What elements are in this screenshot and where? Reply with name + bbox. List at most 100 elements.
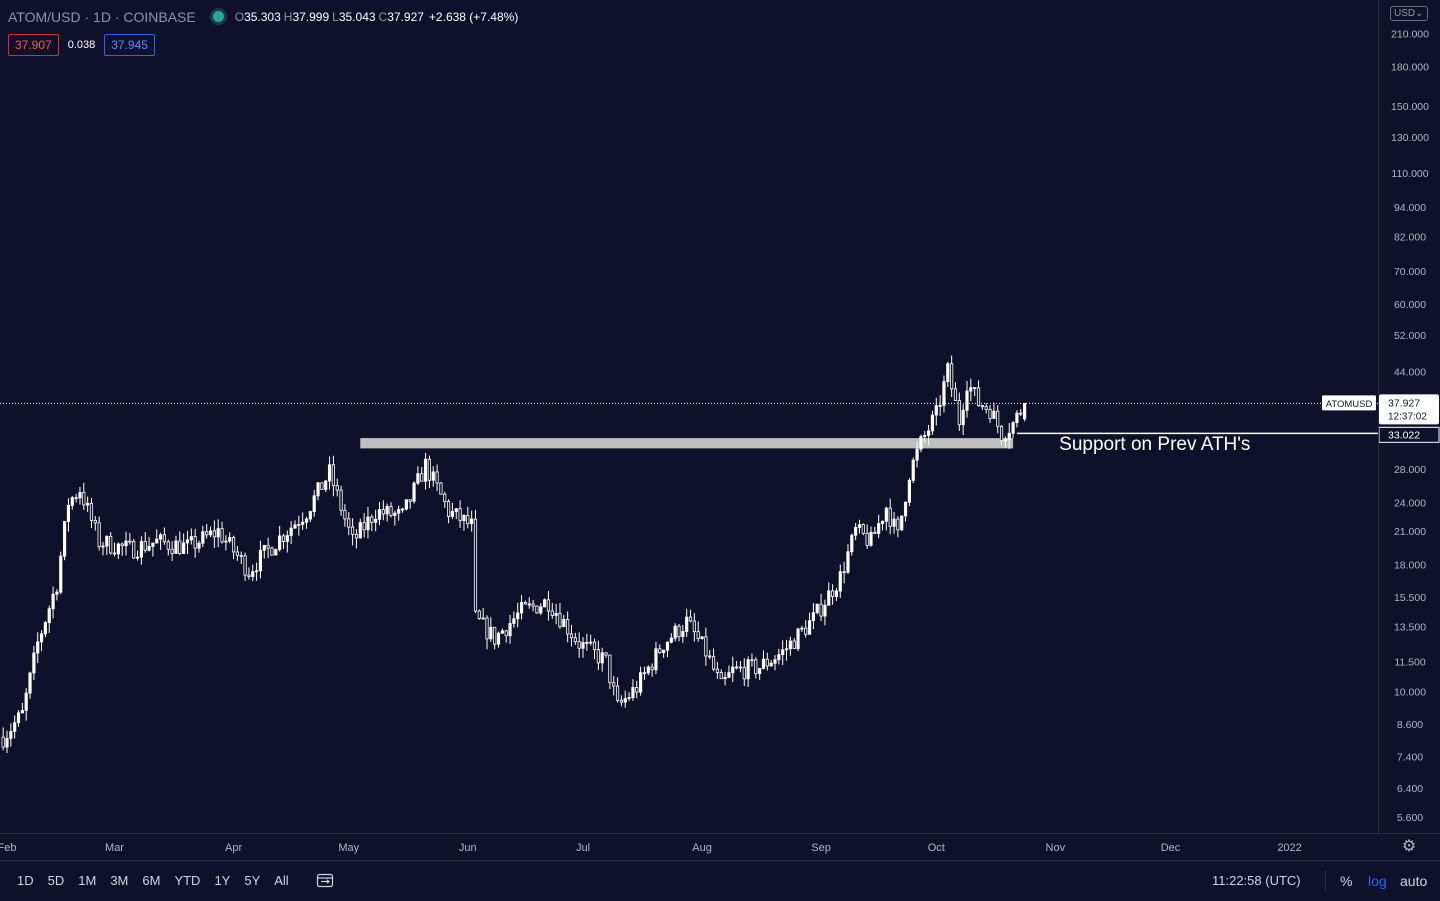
candle — [385, 503, 389, 522]
candle-down — [754, 659, 758, 675]
time-axis-svg[interactable]: Feb Mar Apr May Jun Jul Aug Sep Oct Nov Dec 2022 — [0, 834, 1378, 860]
candle-up — [216, 528, 220, 538]
candle-up — [5, 737, 9, 748]
candle-up — [297, 523, 301, 526]
candle-down — [420, 473, 424, 482]
candle — [892, 511, 896, 534]
candle-up — [182, 542, 186, 554]
candle — [988, 405, 992, 423]
symbol-tag: ATOMUSD — [1326, 399, 1373, 410]
time-tick-label: Jul — [576, 842, 590, 854]
candle — [854, 522, 858, 541]
percent-toggle[interactable]: % — [1340, 873, 1353, 889]
chart-pane[interactable]: Support on Prev ATH's ATOMUSD ATOM/USD · … — [0, 0, 1378, 833]
candle-up — [397, 509, 401, 514]
buy-button[interactable]: 37.945 — [104, 34, 155, 56]
candle-up — [208, 530, 213, 536]
period-all[interactable]: All — [274, 873, 289, 888]
price-tick-label: 13.500 — [1394, 622, 1426, 634]
auto-toggle[interactable]: auto — [1400, 873, 1428, 889]
price-axis-svg[interactable]: 210.000 180.000 150.000 130.000 110.000 94.00… — [1378, 0, 1440, 833]
candlestick-chart[interactable]: Support on Prev ATH's ATOMUSD — [0, 0, 1378, 833]
period-3m[interactable]: 3M — [110, 873, 129, 888]
candle — [159, 532, 163, 550]
symbol-tag-bg — [1322, 395, 1376, 411]
period-1y[interactable]: 1Y — [214, 873, 231, 888]
candle-up — [850, 534, 854, 553]
candle — [393, 510, 397, 526]
candle — [101, 541, 105, 556]
candle — [669, 633, 673, 644]
price-tick-label: 70.000 — [1394, 266, 1426, 278]
candle-up — [800, 627, 804, 630]
symbol-legend: ATOM/USD · 1D · COINBASE O 35.303 H 37.999… — [8, 8, 518, 25]
candle-down — [715, 668, 719, 673]
utc-clock[interactable]: 11:22:58 (UTC) — [1212, 873, 1301, 888]
candle-up — [489, 626, 493, 640]
candle-up — [539, 606, 543, 614]
period-5y[interactable]: 5Y — [244, 873, 261, 888]
gear-icon[interactable]: ⚙ — [1401, 838, 1417, 855]
period-5d[interactable]: 5D — [47, 873, 65, 888]
candle-down — [339, 489, 343, 511]
candle — [13, 715, 17, 739]
sell-button[interactable]: 37.907 — [8, 34, 59, 56]
period-1d[interactable]: 1D — [17, 873, 34, 888]
candle-down — [608, 654, 612, 684]
candle-up — [665, 641, 670, 651]
last-price-box — [1379, 394, 1439, 425]
candle-down — [558, 613, 562, 628]
candle-down — [842, 571, 846, 574]
price-tick-label: 10.000 — [1394, 687, 1426, 699]
candle — [692, 613, 696, 642]
candle — [650, 663, 654, 677]
candle — [946, 361, 950, 387]
candle-up — [915, 448, 919, 461]
candle-up — [519, 602, 524, 614]
chevron-down-icon: ⌄ — [1415, 8, 1424, 19]
candle-down — [596, 649, 600, 664]
period-ytd[interactable]: YTD — [174, 873, 201, 888]
period-6m[interactable]: 6M — [142, 873, 161, 888]
time-tick-label: Oct — [928, 842, 945, 854]
candle — [566, 611, 570, 643]
candle — [70, 495, 74, 510]
candle — [973, 387, 977, 397]
candle — [504, 629, 508, 643]
candle — [900, 515, 904, 532]
candle — [116, 542, 120, 559]
log-toggle[interactable]: log — [1368, 873, 1387, 889]
candle-down — [738, 666, 743, 669]
period-1m[interactable]: 1M — [78, 873, 97, 888]
candle — [32, 645, 36, 681]
candle — [423, 452, 428, 490]
symbol-title[interactable]: ATOM/USD · 1D · COINBASE — [8, 8, 196, 25]
candle-down — [566, 619, 570, 635]
candle — [470, 510, 474, 532]
date-range-icon[interactable] — [316, 872, 334, 888]
candle-down — [696, 631, 700, 639]
candle — [412, 481, 416, 504]
candle-up — [385, 506, 389, 515]
candle-down — [650, 666, 654, 671]
candle — [807, 612, 812, 635]
candle — [320, 482, 324, 490]
price-axis[interactable]: 210.000 180.000 150.000 130.000 110.000 94.00… — [1378, 0, 1440, 833]
candle — [408, 499, 412, 509]
candle — [754, 657, 758, 679]
candle — [362, 513, 366, 538]
candle — [654, 641, 658, 675]
candle-down — [873, 531, 877, 534]
candle-up — [942, 381, 946, 406]
time-axis[interactable]: Feb Mar Apr May Jun Jul Aug Sep Oct Nov Dec 2022 — [0, 833, 1440, 860]
candle — [47, 605, 51, 634]
candle-down — [719, 672, 723, 680]
candle-up — [992, 410, 996, 419]
candle-up — [400, 508, 405, 511]
candle — [493, 626, 497, 650]
currency-selector[interactable]: USD⌄ — [1390, 6, 1428, 21]
candle — [293, 520, 297, 529]
candle — [197, 540, 201, 553]
bid-ask-panel: 37.907 0.038 37.945 — [8, 34, 155, 56]
candle — [546, 590, 551, 621]
